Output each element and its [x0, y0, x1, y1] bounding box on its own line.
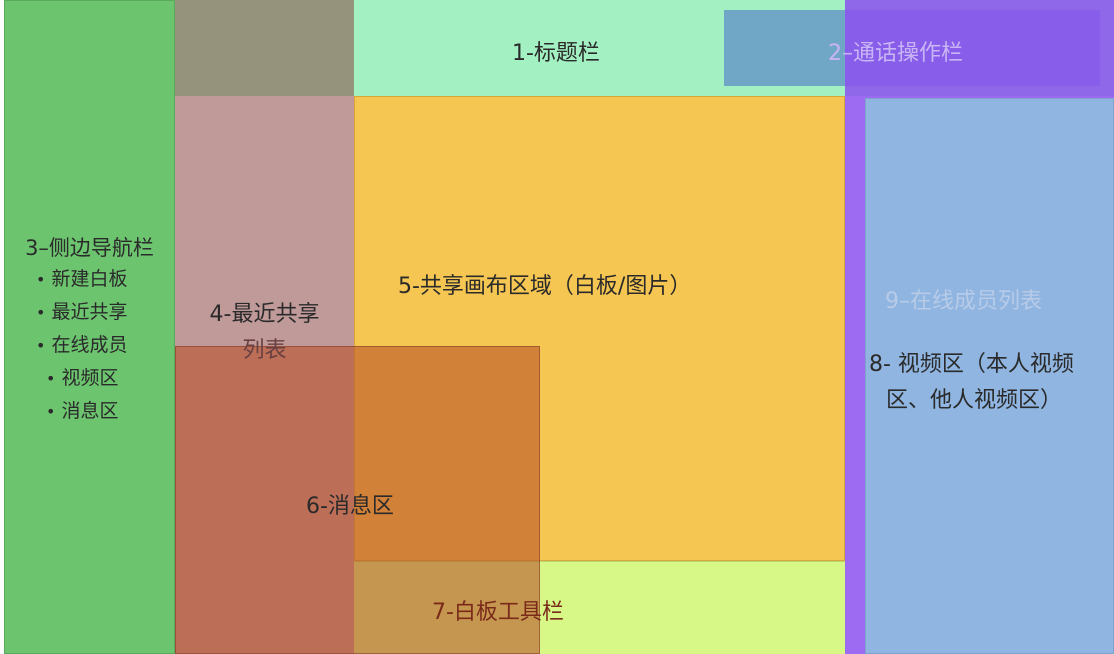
video-region	[865, 98, 1114, 654]
sidebar-feature-list: 新建白板 最近共享 在线成员 视频区 消息区	[0, 263, 171, 428]
sidebar-item-new-whiteboard: 新建白板	[0, 263, 171, 296]
titlebar-label: 1-标题栏	[512, 41, 600, 66]
video-label: 8- 视频区（本人视频	[869, 352, 1074, 377]
callbar-label: 2–通话操作栏	[828, 41, 963, 66]
whiteboard-toolbar-label: 7-白板工具栏	[432, 600, 564, 625]
sidebar-title: 3–侧边导航栏	[25, 236, 154, 260]
recent-shares-label: 4-最近共享	[209, 302, 320, 327]
messages-label: 6-消息区	[306, 494, 394, 519]
online-members-label: 9–在线成员列表	[885, 289, 1042, 314]
shared-canvas-label: 5-共享画布区域（白板/图片）	[398, 274, 692, 299]
sidebar-item-video: 视频区	[0, 362, 171, 395]
sidebar-item-online-members: 在线成员	[0, 329, 171, 362]
sidebar-item-messages: 消息区	[0, 395, 171, 428]
video-label-line2: 区、他人视频区）	[886, 388, 1063, 413]
sidebar-item-recent-shares: 最近共享	[0, 296, 171, 329]
recent-shares-label-line2: 列表	[242, 338, 287, 363]
